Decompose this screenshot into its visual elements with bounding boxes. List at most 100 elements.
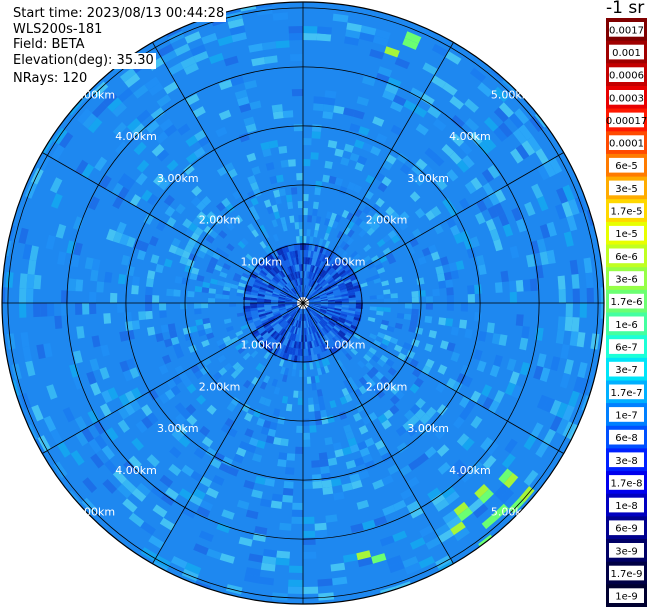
- range-gate-cell: [409, 506, 424, 519]
- range-gate-cell: [308, 243, 313, 251]
- range-gate-cell: [289, 332, 294, 341]
- range-gate-cell: [316, 389, 323, 397]
- range-gate-cell: [446, 295, 454, 303]
- range-gate-cell: [354, 162, 365, 172]
- range-gate-cell: [310, 280, 315, 287]
- range-gate-cell: [287, 266, 292, 274]
- range-gate-cell: [521, 326, 530, 339]
- range-gate-cell: [285, 403, 293, 412]
- range-gate-cell: [34, 438, 45, 454]
- range-gate-cell: [250, 310, 258, 314]
- range-gate-cell: [493, 354, 503, 367]
- range-gate-cell: [304, 327, 307, 335]
- range-gate-cell: [245, 316, 253, 322]
- range-gate-cell: [131, 320, 140, 330]
- range-gate-cell: [182, 506, 197, 519]
- range-gate-cell: [314, 346, 320, 355]
- range-gate-cell: [313, 306, 321, 310]
- range-gate-cell: [339, 396, 348, 405]
- range-gate-cell: [307, 250, 312, 258]
- range-gate-cell: [335, 303, 342, 305]
- range-gate-cell: [291, 509, 303, 517]
- range-gate-cell: [370, 145, 382, 156]
- range-gate-cell: [470, 177, 483, 191]
- range-gate-cell: [79, 90, 93, 104]
- colorbar-label-box: [609, 361, 644, 377]
- range-gate-cell: [406, 500, 421, 513]
- range-gate-cell: [321, 327, 328, 335]
- range-gate-cell: [88, 196, 100, 211]
- range-gate-cell: [408, 325, 417, 333]
- range-gate-cell: [324, 160, 333, 169]
- range-gate-cell: [498, 488, 515, 504]
- range-gate-cell: [298, 313, 301, 321]
- range-gate-cell: [75, 431, 89, 447]
- range-gate-cell: [282, 337, 288, 345]
- colorbar-label-box: [609, 248, 644, 264]
- range-gate-cell: [266, 245, 273, 253]
- range-gate-cell: [560, 344, 570, 360]
- range-gate-cell: [166, 288, 174, 297]
- range-gate-cell: [267, 428, 276, 437]
- range-gate-cell: [296, 278, 300, 286]
- range-gate-cell: [565, 303, 573, 318]
- range-gate-cell: [275, 325, 282, 332]
- range-gate-cell: [476, 199, 488, 213]
- range-gate-cell: [371, 553, 387, 564]
- range-gate-cell: [282, 312, 289, 318]
- range-gate-cell: [373, 339, 382, 347]
- range-gate-cell: [550, 356, 561, 372]
- range-gate-cell: [218, 462, 231, 473]
- range-gate-cell: [202, 216, 212, 226]
- range-gate-cell: [225, 8, 241, 16]
- range-gate-cell: [239, 103, 252, 113]
- range-gate-cell: [310, 376, 316, 384]
- range-gate-cell: [299, 229, 303, 237]
- range-gate-cell: [470, 390, 482, 403]
- range-gate-cell: [308, 279, 312, 287]
- range-gate-cell: [70, 254, 80, 268]
- range-gate-cell: [342, 323, 351, 330]
- range-gate-cell: [354, 287, 362, 292]
- range-gate-cell: [392, 530, 408, 542]
- range-gate-cell: [413, 175, 425, 187]
- colorbar-tick-label: 1.7e-5: [610, 207, 642, 218]
- range-gate-cell: [73, 242, 83, 256]
- range-gate-cell: [230, 396, 240, 407]
- range-gate-cell: [317, 338, 322, 346]
- range-gate-cell: [394, 57, 410, 70]
- range-gate-cell: [342, 446, 352, 456]
- range-gate-cell: [330, 260, 337, 268]
- range-gate-cell: [193, 147, 206, 159]
- range-gate-cell: [264, 308, 272, 312]
- range-gate-cell: [417, 256, 427, 265]
- range-gate-cell: [322, 317, 329, 324]
- range-gate-cell: [379, 343, 388, 351]
- colorbar-label-box: [609, 452, 644, 468]
- range-gate-cell: [314, 223, 320, 231]
- range-gate-cell: [340, 311, 348, 315]
- range-gate-cell: [112, 196, 124, 209]
- range-gate-cell: [298, 285, 301, 293]
- range-gate-cell: [209, 230, 219, 239]
- range-gate-cell: [382, 504, 396, 516]
- range-gate-cell: [438, 529, 454, 543]
- range-gate-cell: [317, 26, 332, 35]
- range-gate-cell: [280, 159, 289, 168]
- range-gate-cell: [257, 303, 265, 306]
- range-gate-cell: [166, 159, 179, 172]
- range-gate-cell: [406, 247, 416, 256]
- range-gate-cell: [122, 479, 137, 494]
- range-gate-cell: [306, 327, 310, 335]
- range-gate-cell: [539, 367, 551, 383]
- range-gate-cell: [296, 313, 300, 321]
- range-gate-cell: [337, 331, 345, 339]
- range-gate-cell: [152, 561, 168, 572]
- range-gate-cell: [33, 274, 42, 290]
- range-gate-cell: [349, 123, 361, 133]
- range-gate-cell: [176, 424, 188, 436]
- range-gate-cell: [295, 446, 303, 454]
- range-gate-cell: [259, 240, 267, 249]
- range-gate-cell: [350, 382, 359, 392]
- range-gate-cell: [298, 257, 301, 265]
